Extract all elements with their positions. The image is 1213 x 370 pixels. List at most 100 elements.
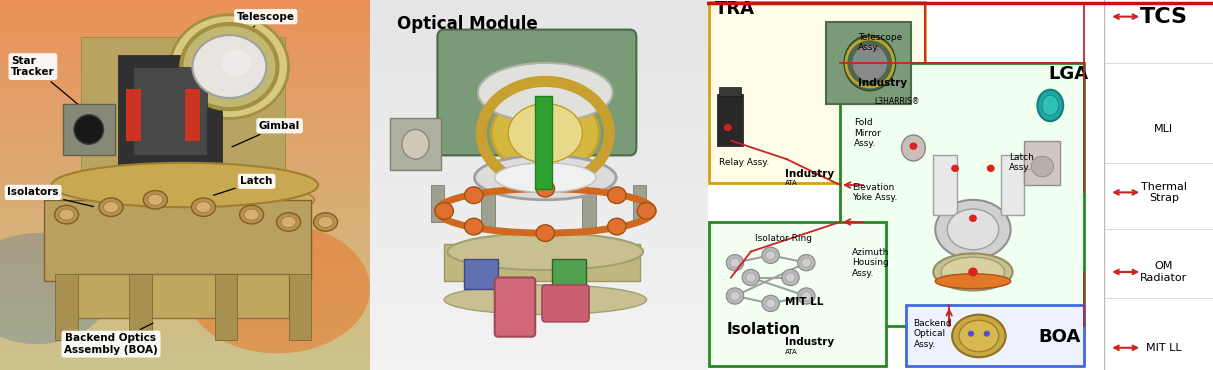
Circle shape xyxy=(802,258,811,267)
Ellipse shape xyxy=(0,233,112,344)
Text: Azimuth
Housing
Assy.: Azimuth Housing Assy. xyxy=(852,248,889,278)
Bar xyxy=(81,37,285,192)
Text: MIT LL: MIT LL xyxy=(1146,343,1181,353)
Ellipse shape xyxy=(1037,90,1063,121)
Bar xyxy=(133,67,207,155)
Text: Backend Optics
Assembly (BOA): Backend Optics Assembly (BOA) xyxy=(64,323,158,355)
Ellipse shape xyxy=(495,163,596,192)
Ellipse shape xyxy=(103,202,119,213)
Text: Telescope
Assy.: Telescope Assy. xyxy=(858,33,902,52)
Bar xyxy=(126,89,141,141)
Ellipse shape xyxy=(55,205,79,224)
Ellipse shape xyxy=(952,314,1006,357)
FancyBboxPatch shape xyxy=(905,305,1084,366)
Ellipse shape xyxy=(1042,95,1059,115)
FancyBboxPatch shape xyxy=(542,285,590,322)
Bar xyxy=(1025,141,1060,185)
Text: Telescope: Telescope xyxy=(235,11,295,43)
Ellipse shape xyxy=(52,163,318,207)
Text: Star
Tracker: Star Tracker xyxy=(11,56,102,124)
Text: ATA: ATA xyxy=(785,180,797,186)
Circle shape xyxy=(762,247,780,263)
Bar xyxy=(391,118,440,170)
Ellipse shape xyxy=(197,202,211,213)
Circle shape xyxy=(798,255,815,271)
Circle shape xyxy=(1031,156,1053,177)
Bar xyxy=(552,259,586,289)
Ellipse shape xyxy=(508,104,582,163)
Text: Optical Module: Optical Module xyxy=(397,15,537,33)
Ellipse shape xyxy=(281,216,296,228)
Ellipse shape xyxy=(852,44,888,81)
Ellipse shape xyxy=(947,209,998,250)
Ellipse shape xyxy=(99,198,123,216)
Ellipse shape xyxy=(435,203,454,219)
Ellipse shape xyxy=(941,257,1004,287)
FancyBboxPatch shape xyxy=(841,63,1084,326)
FancyBboxPatch shape xyxy=(495,278,535,337)
Ellipse shape xyxy=(313,213,337,231)
Circle shape xyxy=(765,299,775,308)
Circle shape xyxy=(910,142,917,150)
Circle shape xyxy=(762,295,780,312)
Ellipse shape xyxy=(56,181,314,218)
Text: Elevation
Yoke Assy.: Elevation Yoke Assy. xyxy=(852,183,898,202)
Ellipse shape xyxy=(901,135,926,161)
Circle shape xyxy=(730,292,740,300)
Ellipse shape xyxy=(192,198,216,216)
Text: Isolator Ring: Isolator Ring xyxy=(754,234,811,243)
Bar xyxy=(482,192,495,229)
Ellipse shape xyxy=(444,285,647,314)
Text: TCS: TCS xyxy=(1140,7,1188,27)
Ellipse shape xyxy=(474,155,616,200)
Ellipse shape xyxy=(193,35,267,98)
Text: TRA: TRA xyxy=(716,0,756,18)
Circle shape xyxy=(987,165,995,172)
Ellipse shape xyxy=(318,216,332,228)
Ellipse shape xyxy=(143,191,167,209)
Bar xyxy=(717,94,742,146)
Text: OM
Radiator: OM Radiator xyxy=(1140,261,1188,283)
Text: MLI: MLI xyxy=(1155,124,1173,135)
Text: Isolators: Isolators xyxy=(7,187,93,206)
Ellipse shape xyxy=(148,194,163,205)
Circle shape xyxy=(969,215,976,222)
Text: Industry: Industry xyxy=(785,169,833,179)
Text: MIT LL: MIT LL xyxy=(785,296,822,307)
Text: Thermal
Strap: Thermal Strap xyxy=(1141,182,1186,203)
Circle shape xyxy=(727,288,744,304)
Bar xyxy=(719,87,741,96)
FancyBboxPatch shape xyxy=(710,222,885,366)
Ellipse shape xyxy=(222,50,251,76)
Ellipse shape xyxy=(465,218,483,235)
Ellipse shape xyxy=(935,274,1010,289)
Circle shape xyxy=(727,255,744,271)
Text: Fold
Mirror
Assy.: Fold Mirror Assy. xyxy=(854,118,881,148)
Text: Latch: Latch xyxy=(213,176,273,195)
Text: Industry: Industry xyxy=(785,337,833,347)
Ellipse shape xyxy=(59,209,74,220)
Text: L3HARRIS®: L3HARRIS® xyxy=(873,97,919,106)
Bar xyxy=(45,200,311,281)
Circle shape xyxy=(730,258,740,267)
Bar xyxy=(63,104,115,155)
Ellipse shape xyxy=(181,24,278,109)
Text: Isolation: Isolation xyxy=(727,322,802,337)
Bar xyxy=(289,274,311,340)
Circle shape xyxy=(74,115,103,144)
Ellipse shape xyxy=(536,181,554,197)
Ellipse shape xyxy=(186,224,370,353)
Circle shape xyxy=(968,268,978,276)
Bar xyxy=(444,244,639,281)
Ellipse shape xyxy=(170,15,289,118)
Bar xyxy=(215,274,237,340)
Circle shape xyxy=(798,288,815,304)
Text: Gimbal: Gimbal xyxy=(232,121,301,147)
Circle shape xyxy=(984,331,990,337)
Bar xyxy=(119,56,222,166)
Text: ATA: ATA xyxy=(785,349,797,355)
Text: LGA: LGA xyxy=(1048,65,1088,83)
Ellipse shape xyxy=(491,92,599,174)
FancyBboxPatch shape xyxy=(826,22,911,104)
Circle shape xyxy=(402,130,429,159)
